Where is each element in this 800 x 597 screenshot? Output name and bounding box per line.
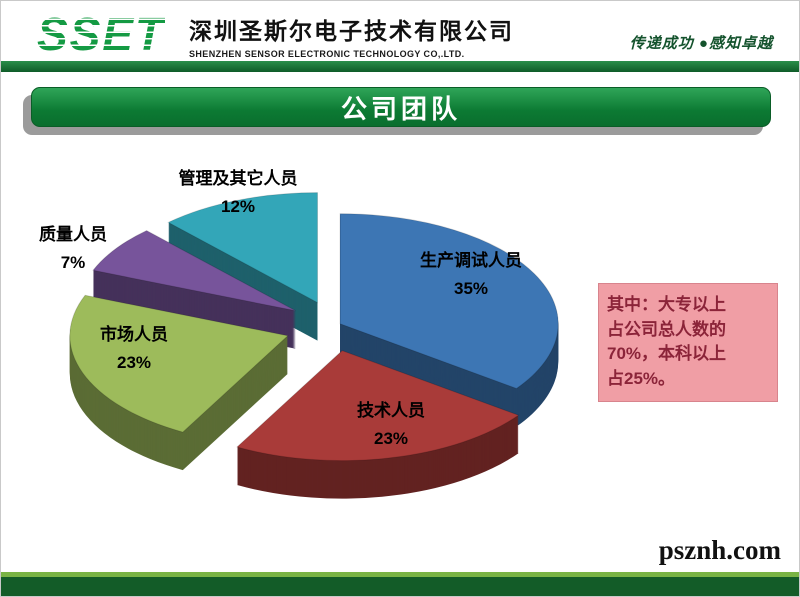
company-name-en: SHENZHEN SENSOR ELECTRONIC TECHNOLOGY CO… bbox=[189, 49, 465, 59]
annotation-line: 70%，本科以上 bbox=[607, 344, 727, 364]
annotation-line: 占公司总人数的 bbox=[607, 319, 726, 339]
slice-label: 质量人员 7% bbox=[39, 221, 107, 277]
pie-slice bbox=[339, 213, 559, 390]
footer-dark-strip bbox=[1, 577, 799, 596]
pie-slice bbox=[92, 230, 297, 312]
footer-light-strip bbox=[1, 572, 799, 577]
header-divider bbox=[1, 61, 799, 72]
slice-label-value: 23% bbox=[373, 429, 409, 449]
slice-label-value: 7% bbox=[60, 253, 86, 273]
slice-label-name: 技术人员 bbox=[357, 401, 425, 420]
footer-bar bbox=[1, 572, 799, 596]
annotation-box: 其中：大专以上 占公司总人数的 70%，本科以上 占25%。 bbox=[598, 283, 778, 402]
company-logo: SSET bbox=[37, 8, 166, 60]
company-slogan: 传递成功 ●感知卓越 bbox=[629, 35, 773, 52]
slice-label-name: 生产调试人员 bbox=[420, 251, 522, 270]
slice-label-value: 35% bbox=[453, 279, 489, 299]
slice-label-name: 管理及其它人员 bbox=[178, 169, 298, 188]
slice-label: 管理及其它人员 12% bbox=[179, 165, 298, 221]
annotation-line: 其中：大专以上 bbox=[607, 295, 726, 314]
slice-label: 市场人员 23% bbox=[100, 321, 168, 377]
slice-label-name: 市场人员 bbox=[100, 325, 168, 344]
watermark: psznh.com bbox=[658, 535, 781, 565]
slice-label-value: 12% bbox=[220, 197, 256, 217]
annotation-line: 占25%。 bbox=[607, 368, 676, 388]
pie-slice bbox=[236, 350, 520, 462]
company-name-block: 深圳圣斯尔电子技术有限公司 SHENZHEN SENSOR ELECTRONIC… bbox=[189, 12, 514, 59]
title-banner: 公司团队 bbox=[31, 87, 771, 127]
pie-slice bbox=[167, 192, 318, 304]
company-name-cn: 深圳圣斯尔电子技术有限公司 bbox=[189, 18, 514, 44]
slice-label: 技术人员 23% bbox=[357, 397, 425, 453]
page-title: 公司团队 bbox=[340, 93, 461, 124]
slice-label-name: 质量人员 bbox=[39, 225, 107, 244]
slice-label-value: 23% bbox=[116, 353, 152, 373]
pie-slice bbox=[69, 294, 289, 433]
slice-label: 生产调试人员 35% bbox=[420, 247, 522, 303]
